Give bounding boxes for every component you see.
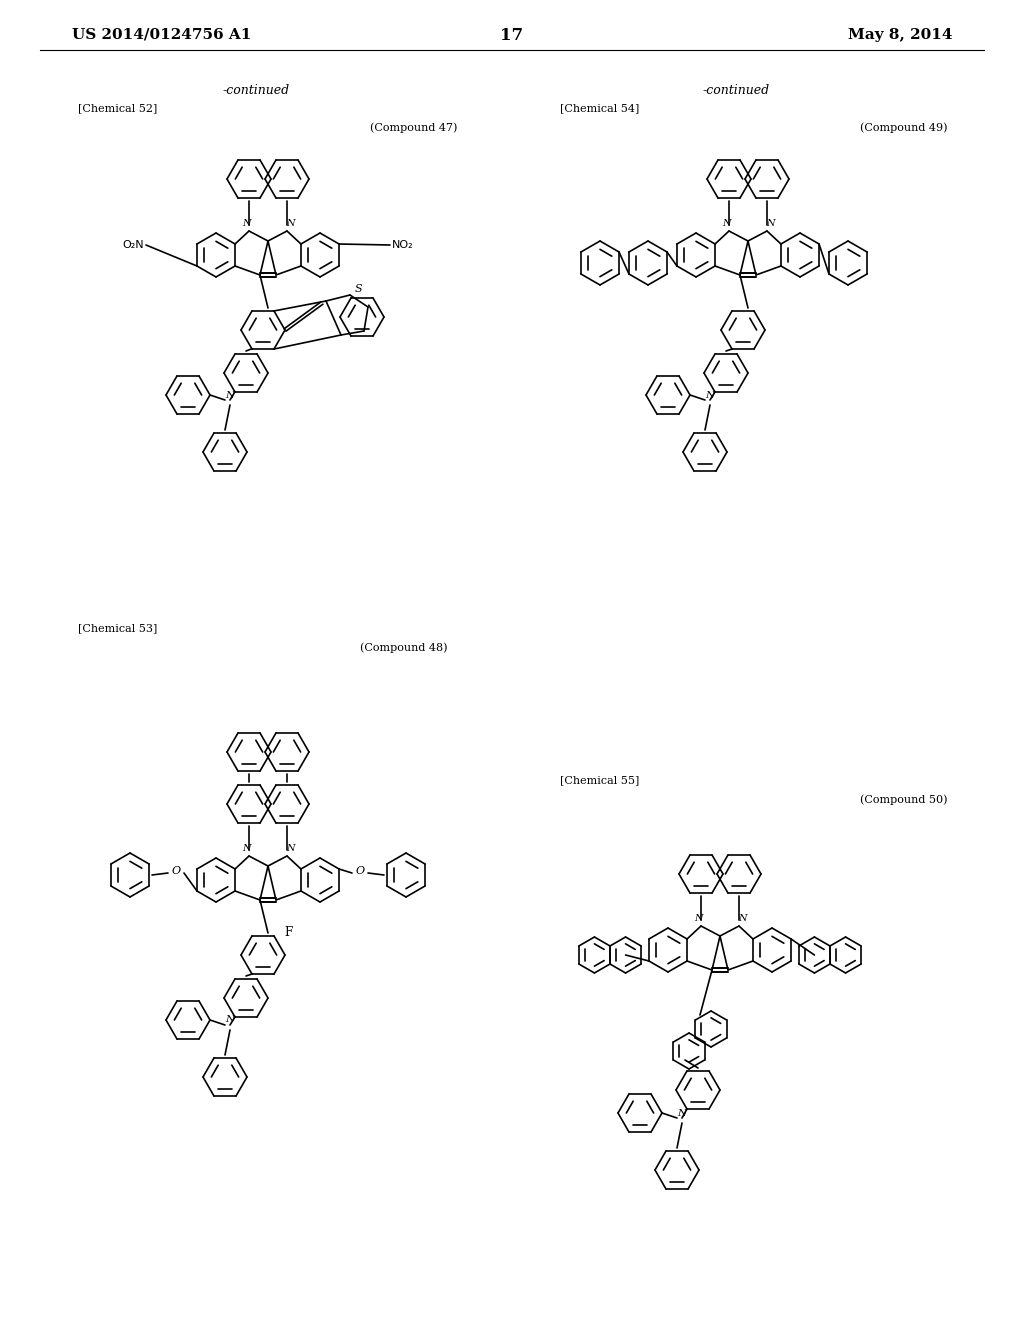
Text: May 8, 2014: May 8, 2014	[848, 28, 952, 42]
Text: NO₂: NO₂	[392, 240, 414, 249]
Text: O₂N: O₂N	[123, 240, 144, 249]
Text: N: N	[286, 219, 294, 228]
Text: S: S	[354, 284, 361, 294]
Text: (Compound 48): (Compound 48)	[360, 643, 447, 653]
Text: -continued: -continued	[222, 83, 290, 96]
Text: N: N	[225, 391, 234, 400]
Text: [Chemical 55]: [Chemical 55]	[560, 775, 639, 785]
Text: (Compound 49): (Compound 49)	[860, 123, 947, 133]
Text: F: F	[284, 925, 292, 939]
Text: N: N	[706, 391, 715, 400]
Text: US 2014/0124756 A1: US 2014/0124756 A1	[72, 28, 251, 42]
Text: N: N	[722, 219, 730, 228]
Text: N: N	[225, 1015, 234, 1024]
Text: O: O	[355, 866, 365, 876]
Text: [Chemical 53]: [Chemical 53]	[78, 623, 158, 634]
Text: O: O	[171, 866, 180, 876]
Text: N: N	[286, 843, 294, 853]
Text: 17: 17	[501, 26, 523, 44]
Text: (Compound 50): (Compound 50)	[860, 795, 947, 805]
Text: N: N	[678, 1109, 686, 1118]
Text: N: N	[242, 843, 250, 853]
Text: N: N	[693, 913, 702, 923]
Text: (Compound 47): (Compound 47)	[370, 123, 458, 133]
Text: N: N	[766, 219, 774, 228]
Text: [Chemical 52]: [Chemical 52]	[78, 103, 158, 114]
Text: N: N	[242, 219, 250, 228]
Text: [Chemical 54]: [Chemical 54]	[560, 103, 639, 114]
Text: N: N	[737, 913, 746, 923]
Text: -continued: -continued	[702, 83, 770, 96]
